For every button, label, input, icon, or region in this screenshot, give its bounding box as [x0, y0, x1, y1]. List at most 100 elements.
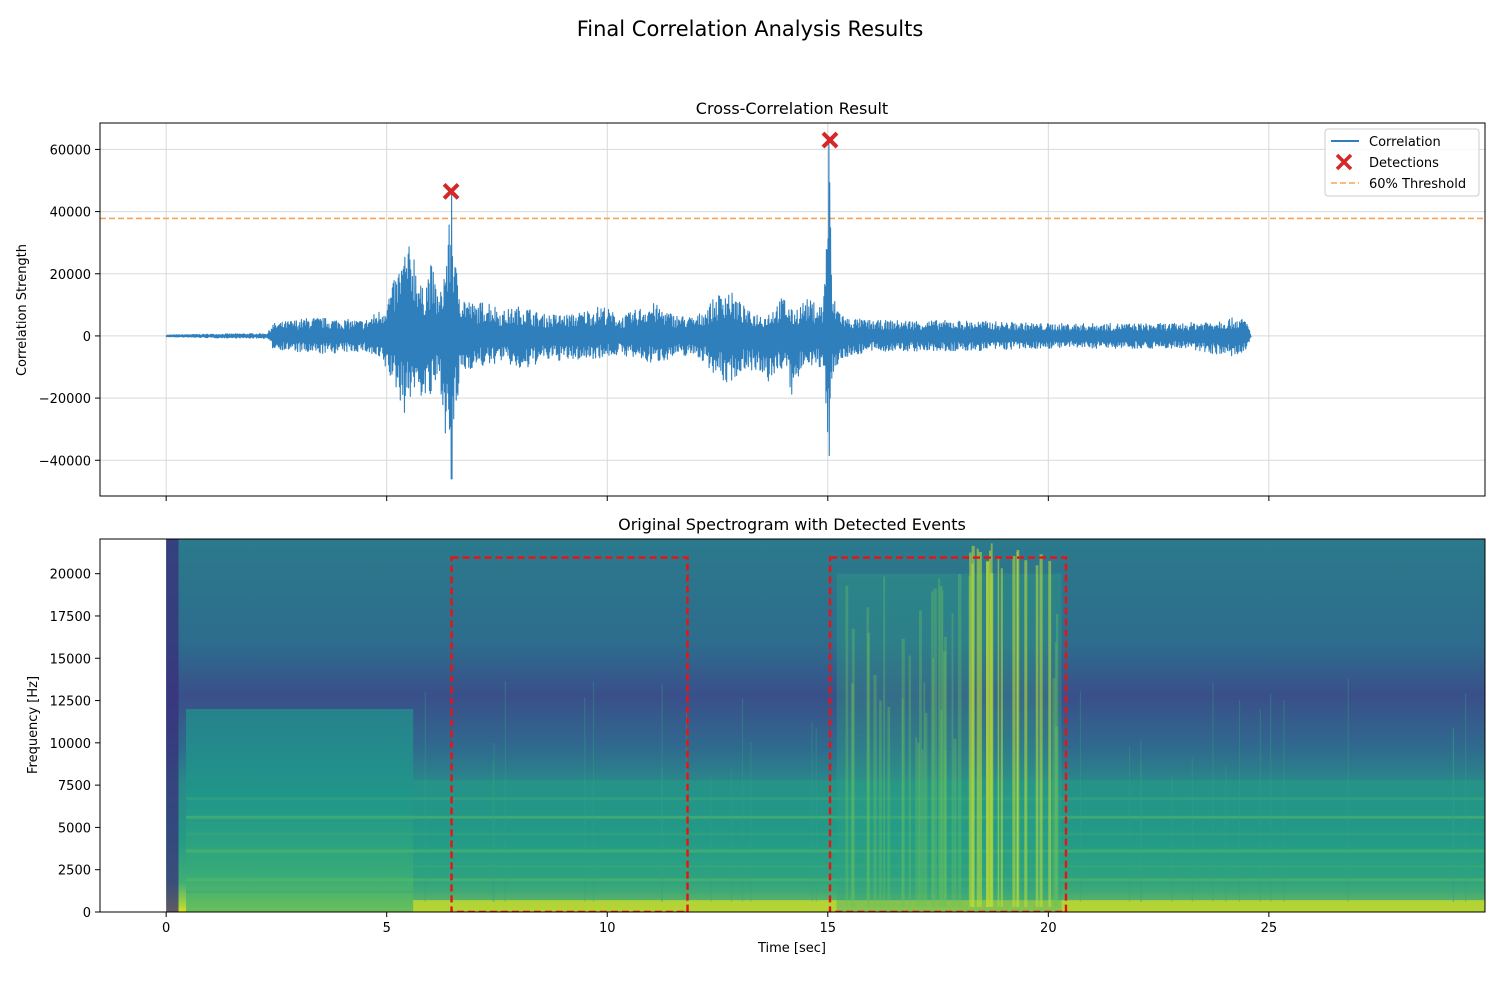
spectrogram-streak	[1140, 739, 1142, 902]
spectrogram-streak	[924, 712, 928, 907]
spectrogram-streak	[710, 775, 712, 902]
correlation-plot-frame	[99, 122, 1486, 497]
correlation-y-axis: −40000 −20000 0 20000 40000 60000	[39, 143, 100, 469]
spectrogram-streak	[942, 651, 947, 907]
spectrogram-x-label: Time [sec]	[757, 941, 826, 956]
spectrogram-streak	[923, 682, 926, 907]
spectrogram-streak	[1225, 765, 1227, 902]
correlation-series	[165, 139, 1252, 480]
spectrogram-streak	[917, 742, 920, 907]
spectrogram-streak	[1465, 693, 1467, 902]
spectrogram-streak	[730, 769, 733, 902]
spectrogram-streak	[1212, 682, 1214, 902]
spectrogram-streak	[850, 683, 854, 907]
y-tick-label: −20000	[39, 392, 91, 407]
spectrogram-streak	[941, 590, 944, 907]
detection-marker-stroke	[442, 182, 460, 200]
x-tick-label: 25	[1261, 921, 1278, 936]
y-tick-label: 10000	[50, 737, 91, 752]
spectrogram-streak	[1171, 775, 1173, 902]
y-tick-label: 0	[83, 330, 91, 345]
spectrogram-harmonic	[186, 832, 1485, 836]
spectrogram-streak	[1140, 762, 1142, 902]
spectrogram-streak	[958, 574, 962, 907]
spectrogram-streak	[1048, 560, 1052, 907]
spectrogram-streak	[953, 738, 957, 907]
spectrogram-streak	[1054, 642, 1057, 907]
spectrogram-streak	[866, 607, 870, 907]
y-tick-label: 5000	[58, 821, 91, 836]
x-tick-label: 20	[1040, 921, 1057, 936]
spectrogram-streak	[504, 681, 506, 902]
spectrogram-streak	[661, 683, 663, 902]
spectrogram-streak	[845, 585, 849, 907]
spectrogram-streak	[493, 742, 495, 902]
spectrogram-streak	[661, 767, 663, 902]
y-tick-label: 20000	[50, 568, 91, 583]
spectrogram-streak	[1012, 555, 1016, 907]
spectrogram-bright-band	[413, 900, 1485, 912]
spectrogram-streak	[908, 655, 911, 907]
spectrogram-streak	[951, 613, 954, 907]
spectrogram-streak	[933, 588, 937, 907]
spectrogram-streak	[851, 628, 855, 907]
legend-detections-swatch	[1335, 153, 1353, 171]
spectrogram-streak	[1238, 699, 1241, 902]
correlation-panel: Cross-Correlation Result −40000 −20000 0 20…	[15, 99, 1486, 501]
spectrogram-streak	[944, 750, 947, 907]
spectrogram-streak	[1283, 700, 1285, 902]
spectrogram-onset	[166, 539, 179, 912]
spectrogram-streak	[741, 698, 744, 902]
spectrogram-streak	[971, 545, 975, 907]
spectrogram-streak	[1024, 560, 1028, 907]
spectrogram-harmonic	[186, 797, 1485, 801]
spectrogram-event-region	[836, 573, 1062, 912]
spectrogram-streak	[988, 550, 992, 907]
spectrogram-streak	[811, 721, 813, 902]
spectrogram-streak	[915, 737, 917, 907]
spectrogram-streak	[1128, 746, 1131, 902]
y-tick-label: 15000	[50, 652, 91, 667]
correlation-panel-title: Cross-Correlation Result	[696, 99, 888, 118]
y-tick-label: 17500	[50, 610, 91, 625]
legend-threshold-label: 60% Threshold	[1369, 177, 1466, 192]
spectrogram-streak	[592, 681, 595, 902]
spectrogram-streak	[1054, 726, 1059, 907]
spectrogram-streak	[883, 576, 886, 907]
spectrogram-streak	[901, 698, 904, 907]
legend-detections-label: Detections	[1369, 156, 1439, 171]
spectrogram-streak	[879, 700, 882, 907]
detected-event-boxes	[450, 556, 1068, 912]
spectrogram-streak	[1079, 691, 1082, 902]
y-tick-label: 2500	[58, 864, 91, 879]
correlation-grid	[100, 123, 1485, 496]
spectrogram-streak	[938, 578, 941, 907]
spectrogram-streak	[978, 551, 982, 907]
x-tick-label: 0	[162, 921, 170, 936]
correlation-line	[165, 139, 1252, 480]
spectrogram-streak	[943, 636, 947, 907]
spectrogram-harmonic	[186, 890, 1485, 894]
spectrogram-streak	[1452, 728, 1454, 902]
spectrogram-x-axis: 0 5 10 15 20 25	[162, 912, 1277, 936]
detection-marker-stroke	[821, 131, 839, 149]
spectrogram-streak	[1347, 678, 1349, 902]
y-tick-label: 40000	[50, 206, 91, 221]
spectrogram-streak	[867, 632, 871, 907]
y-tick-label: 0	[83, 906, 91, 921]
detected-event-box	[450, 556, 689, 912]
spectrogram-mid-band	[413, 780, 1485, 912]
spectrogram-streak	[969, 552, 972, 907]
correlation-x-axis	[165, 496, 1270, 501]
spectrogram-low-band	[186, 709, 414, 912]
x-tick-label: 10	[599, 921, 616, 936]
legend-correlation-label: Correlation	[1369, 135, 1441, 150]
spectrogram-streak	[815, 727, 817, 902]
spectrogram-streak	[940, 709, 943, 907]
spectrogram-streak	[985, 561, 989, 907]
y-tick-label: −40000	[39, 454, 91, 469]
figure-title: Final Correlation Analysis Results	[577, 17, 924, 41]
spectrogram-streak	[750, 742, 752, 902]
spectrogram-streak	[1452, 726, 1455, 902]
